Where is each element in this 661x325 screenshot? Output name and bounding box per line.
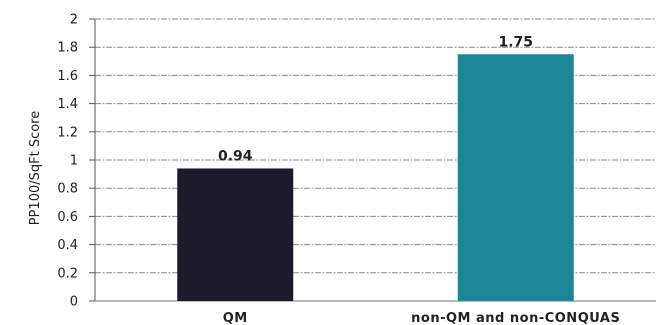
data-label: 1.75 <box>498 34 533 50</box>
x-axis-categories: QM non-QM and non-CONQUAS <box>223 311 620 325</box>
y-tick-label: 1.2 <box>57 125 78 140</box>
x-category-label: non-QM and non-CONQUAS <box>411 311 620 325</box>
y-axis-label: PP100/SqFt Score <box>28 111 43 226</box>
data-label: 0.94 <box>218 148 253 164</box>
y-tick-label: 1.8 <box>57 41 78 56</box>
bar <box>457 54 574 301</box>
y-tick-label: 1.4 <box>57 97 78 112</box>
y-axis-ticks: 0 0.2 0.4 0.6 0.8 1 1.2 1.4 1.6 1.8 2 <box>57 13 78 310</box>
y-tick-label: 2 <box>70 13 78 28</box>
y-tick-label: 1.6 <box>57 69 78 84</box>
bars <box>177 54 574 301</box>
y-tick-label: 0.2 <box>57 266 78 281</box>
y-tick-label: 0.8 <box>57 182 78 197</box>
y-tick-label: 1 <box>70 154 78 169</box>
x-category-label: QM <box>223 311 248 325</box>
y-tick-label: 0 <box>70 295 78 310</box>
y-tick-label: 0.6 <box>57 210 78 225</box>
data-labels: 0.94 1.75 <box>218 34 533 164</box>
bar <box>177 168 294 301</box>
y-tick-label: 0.4 <box>57 238 78 253</box>
